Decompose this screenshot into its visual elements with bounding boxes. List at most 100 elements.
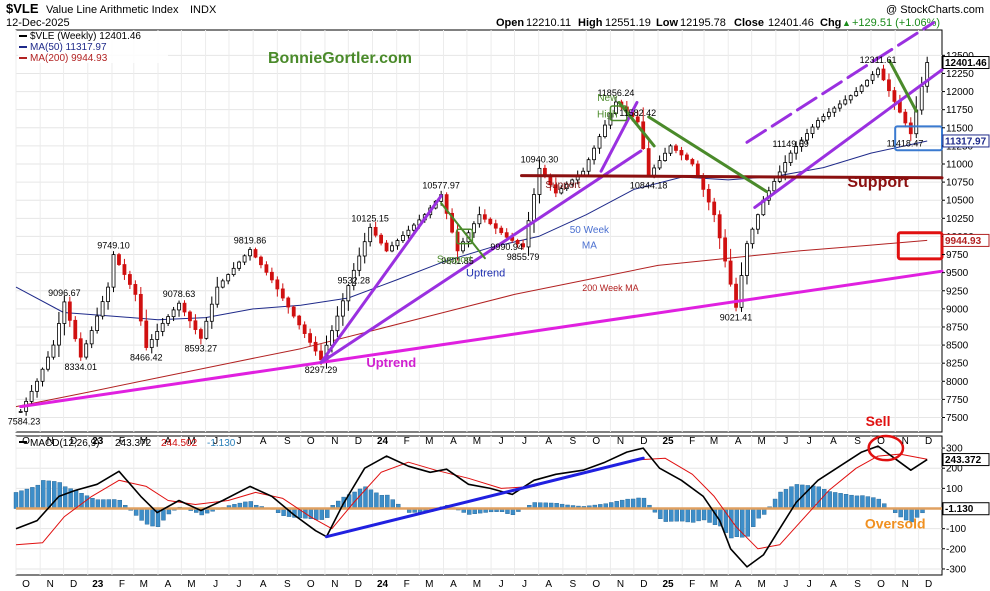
price-label: 11149.69 (773, 139, 809, 149)
macd-hist-bar (745, 508, 750, 537)
price-bar-body (865, 79, 870, 87)
price-label: 8466.42 (130, 353, 163, 363)
x-tick-label: M (757, 436, 765, 447)
price-bar-body (788, 152, 793, 163)
price-bar-body (821, 116, 826, 121)
x-tick-label-bottom: A (165, 579, 172, 590)
macd-hist-bar (690, 508, 696, 523)
price-value-tag: 12401.46 (945, 58, 987, 69)
x-axis-labels: OONNDD2323FFMMAAMMJJJJAASSOONNDD2424FFMM… (22, 436, 932, 590)
price-bar-body (559, 188, 564, 194)
macd-hist-bar (379, 495, 385, 509)
x-tick-label: O (877, 436, 885, 447)
price-bar-body (908, 122, 913, 135)
macd-y-label: -300 (946, 564, 966, 575)
macd-hist-bar (827, 491, 832, 509)
x-tick-label: J (807, 436, 812, 447)
x-tick-label-bottom: D (70, 579, 77, 590)
macd-hist-bar (101, 499, 106, 509)
x-tick-label: S (284, 436, 291, 447)
price-bar-body (826, 111, 831, 117)
price-bar-body (712, 201, 717, 216)
price-bar-body (340, 300, 345, 317)
price-bar-body (810, 126, 815, 134)
price-bar-body (564, 183, 569, 190)
price-bar-body (368, 226, 373, 243)
annotation-label: 200 Week MA (582, 283, 638, 293)
price-bar-body (395, 240, 400, 247)
price-bar-body (46, 356, 50, 370)
price-y-label: 10500 (946, 196, 974, 207)
price-bar-body (193, 320, 198, 330)
price-bar-body (264, 264, 269, 273)
macd-blue-uptrend (324, 456, 645, 539)
price-bar-body (887, 79, 891, 92)
price-value-tag-box (942, 134, 990, 148)
macd-hist-bar (13, 492, 19, 509)
macd-hist-bar (625, 498, 630, 509)
price-bar-body (280, 288, 285, 299)
x-tick-label: 24 (377, 436, 389, 447)
price-value-tag-box (942, 56, 990, 70)
price-y-label: 9500 (946, 268, 969, 279)
x-tick-label: M (425, 436, 433, 447)
maroon-support (520, 174, 944, 180)
price-bar-body (553, 184, 558, 194)
x-tick-label-bottom: A (545, 579, 552, 590)
macd-hist-bar (390, 499, 395, 509)
price-label: 10125.15 (351, 213, 389, 223)
x-tick-label: D (640, 436, 647, 447)
price-bar-body (745, 243, 749, 276)
price-bar-body (635, 116, 640, 123)
x-tick-label: N (47, 436, 54, 447)
x-tick-label: O (307, 436, 315, 447)
macd-value-tag: -1.130 (945, 504, 974, 515)
price-bar-body (269, 271, 274, 281)
purple-uptrend-mid (319, 149, 643, 364)
price-bar-body (816, 120, 820, 128)
macd-hist-bar (19, 490, 24, 509)
symbol-title: $VLE (6, 1, 39, 16)
macd-hist-bar (46, 480, 51, 509)
open-value: 12210.11 (526, 17, 571, 29)
macd-hist-bar (106, 499, 112, 509)
macd-hist-bar (73, 490, 79, 509)
macd-hist-bar (816, 486, 821, 509)
price-bar-body (286, 297, 291, 308)
price-bar-body (188, 311, 192, 322)
price-bar-body (499, 227, 504, 234)
macd-hist-bar (150, 508, 155, 527)
price-label: 9819.86 (234, 236, 267, 246)
price-bar-body (903, 111, 908, 124)
x-tick-label: F (119, 436, 125, 447)
purple-channel-lower (753, 68, 944, 209)
quote-line: Open 12210.11 High 12551.19 Low 12195.78… (496, 17, 940, 29)
price-y-label: 12000 (946, 87, 974, 98)
x-tick-label: A (545, 436, 552, 447)
close-value: 12401.46 (768, 17, 814, 29)
price-y-label: 9250 (946, 286, 969, 297)
x-tick-label-bottom: J (783, 579, 788, 590)
macd-hist-bar (772, 498, 778, 509)
macd-hist-bar (685, 508, 690, 523)
price-bar-body (29, 390, 34, 402)
price-label: 9749.10 (97, 241, 130, 251)
x-tick-label: N (331, 436, 338, 447)
price-bar-body (51, 344, 56, 358)
macd-y-label: 300 (946, 444, 963, 455)
macd-title: MACD(12,26,9) (30, 438, 99, 449)
macd-value: 243.372 (115, 438, 152, 449)
price-label: 10844.18 (630, 180, 668, 190)
price-bar-body (848, 95, 853, 101)
annotation-label: Support (437, 255, 472, 266)
price-bar-body (106, 286, 110, 303)
legend-main: $VLE (Weekly) 12401.46 (30, 31, 141, 42)
open-label: Open (496, 17, 524, 29)
macd-hist-bar (832, 492, 838, 509)
x-tick-label: M (187, 436, 195, 447)
price-y-label: 10250 (946, 214, 974, 225)
price-bar-body (488, 218, 493, 225)
green-down-1 (440, 202, 486, 260)
annotation-label: MA (582, 241, 597, 252)
